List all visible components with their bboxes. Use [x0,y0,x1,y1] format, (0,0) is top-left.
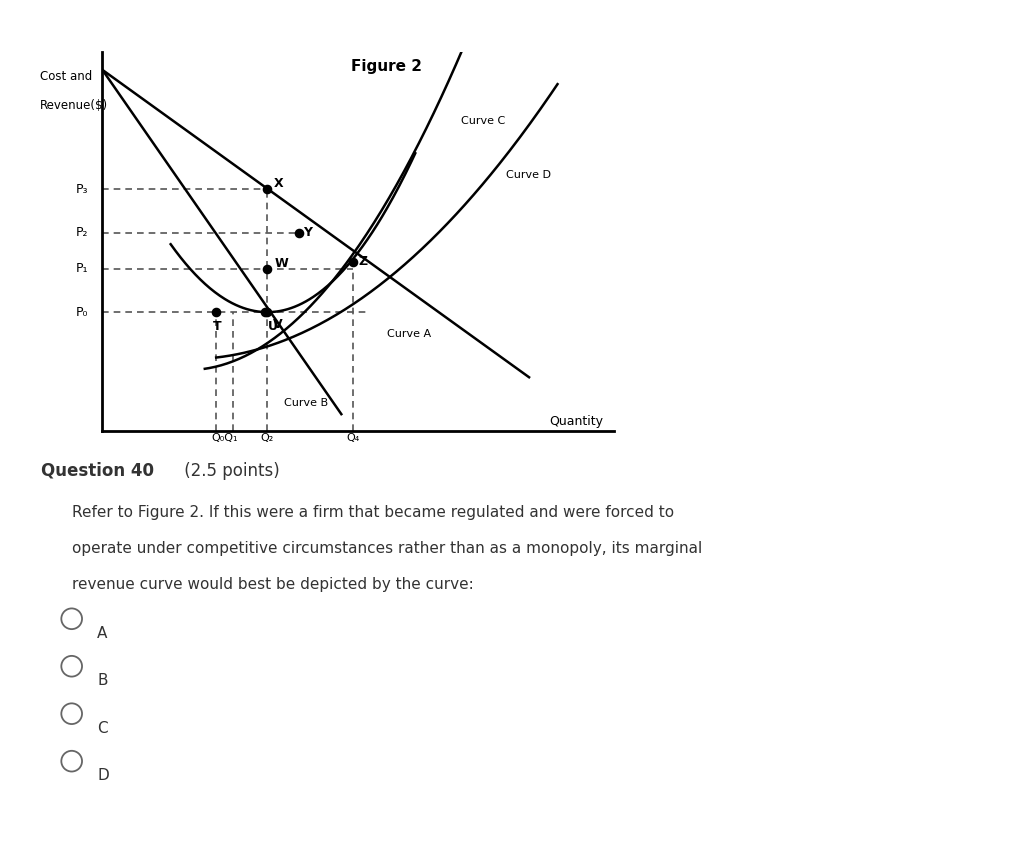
Text: Cost and: Cost and [40,70,92,83]
Point [259,306,275,319]
Text: D: D [97,768,109,783]
Text: revenue curve would best be depicted by the curve:: revenue curve would best be depicted by … [72,577,473,592]
Point [259,261,275,275]
Text: A: A [97,626,108,640]
Text: Question 40: Question 40 [41,462,154,480]
Text: P₂: P₂ [76,226,88,239]
Text: Curve A: Curve A [387,330,431,339]
Point [291,226,307,240]
Text: W: W [274,257,288,270]
Text: P₀: P₀ [76,306,88,318]
Text: Revenue($): Revenue($) [40,98,108,112]
Text: T: T [213,320,222,333]
Text: operate under competitive circumstances rather than as a monopoly, its marginal: operate under competitive circumstances … [72,541,701,556]
Text: Z: Z [358,255,368,268]
Text: (2.5 points): (2.5 points) [179,462,280,480]
Text: B: B [97,673,108,688]
Text: Figure 2: Figure 2 [351,59,422,74]
Text: P₃: P₃ [76,183,88,196]
Text: Curve B: Curve B [285,398,329,408]
Point [256,306,272,319]
Point [344,255,360,268]
Text: Curve C: Curve C [461,117,505,126]
Text: C: C [97,721,108,735]
Text: P₁: P₁ [76,262,88,275]
Text: Y: Y [303,226,312,239]
Text: U: U [267,320,278,333]
Text: Refer to Figure 2. If this were a firm that became regulated and were forced to: Refer to Figure 2. If this were a firm t… [72,505,674,520]
Text: Curve D: Curve D [506,170,551,180]
Text: Q₀Q₁: Q₀Q₁ [212,433,238,444]
Text: X: X [274,178,284,191]
Point [208,306,224,319]
Text: Q₂: Q₂ [261,433,274,444]
Text: Quantity: Quantity [549,415,603,428]
Text: V: V [273,318,283,331]
Point [259,182,275,196]
Text: Q₄: Q₄ [346,433,359,444]
